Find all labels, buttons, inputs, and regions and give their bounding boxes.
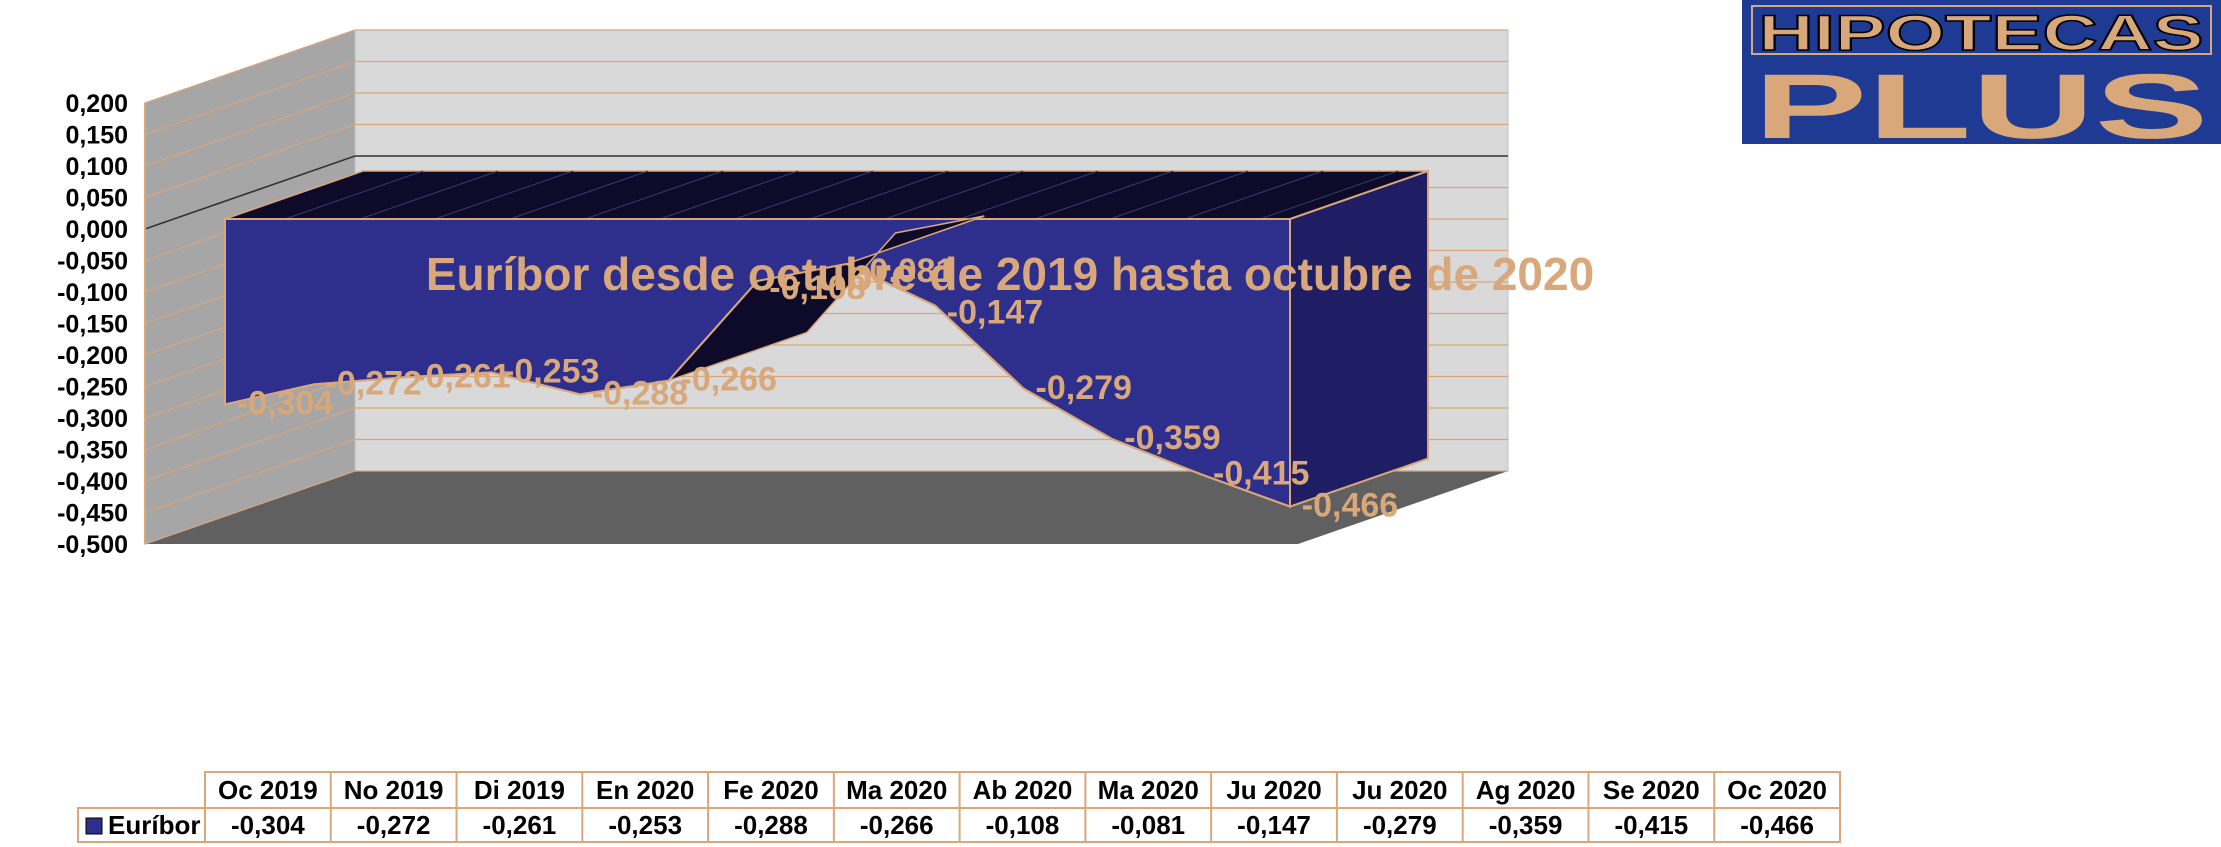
data-label: -0,108 xyxy=(769,269,865,307)
data-table: Oc 2019 No 2019 Di 2019 En 2020 Fe 2020 Ma 20… xyxy=(77,771,1841,843)
hatch-line xyxy=(884,170,1024,220)
y-tick-label: -0,150 xyxy=(57,311,128,339)
table-value: -0,359 xyxy=(1489,810,1563,840)
logo-line1: HIPOTECAS xyxy=(1759,5,2204,61)
table-value: -0,261 xyxy=(483,810,557,840)
hatch-line xyxy=(584,170,724,220)
category-label: No 2019 xyxy=(344,775,444,805)
table-value: -0,415 xyxy=(1614,810,1688,840)
category-label: Oc 2020 xyxy=(1727,775,1827,805)
hatch-line xyxy=(1184,170,1324,220)
y-tick-label: -0,300 xyxy=(57,405,128,433)
y-tick-label: -0,250 xyxy=(57,374,128,402)
area-top-face xyxy=(224,170,1429,220)
gridline xyxy=(144,92,1508,167)
table-value: -0,304 xyxy=(231,810,305,840)
gridline xyxy=(144,29,1508,104)
data-label: -0,304 xyxy=(237,385,333,423)
hatch-line xyxy=(359,170,499,220)
table-value: -0,272 xyxy=(357,810,431,840)
data-label: -0,466 xyxy=(1302,487,1398,525)
table-value: -0,147 xyxy=(1237,810,1311,840)
table-value: -0,266 xyxy=(860,810,934,840)
data-label: -0,279 xyxy=(1036,369,1132,407)
hatch-line xyxy=(284,170,424,220)
hatch-line xyxy=(1034,170,1174,220)
data-label: -0,147 xyxy=(947,294,1043,332)
category-label: En 2020 xyxy=(596,775,694,805)
data-label: -0,081 xyxy=(858,252,954,290)
category-label: Ag 2020 xyxy=(1476,775,1576,805)
y-tick-label: -0,400 xyxy=(57,468,128,496)
legend-swatch xyxy=(85,817,103,835)
y-tick-label: -0,200 xyxy=(57,342,128,370)
table-value: -0,288 xyxy=(734,810,808,840)
data-labels: -0,304-0,272-0,261-0,253-0,288-0,266 -0,1… xyxy=(237,252,1398,525)
gridline xyxy=(144,123,1508,199)
category-label: Ma 2020 xyxy=(1098,775,1199,805)
table-value: -0,466 xyxy=(1740,810,1814,840)
area-side-face xyxy=(1289,169,1429,509)
y-tick-label: -0,350 xyxy=(57,437,128,465)
y-tick-label: -0,450 xyxy=(57,500,128,528)
table-value: -0,108 xyxy=(986,810,1060,840)
table-value: -0,081 xyxy=(1111,810,1185,840)
y-tick-label: -0,050 xyxy=(57,248,128,276)
category-label: Oc 2019 xyxy=(218,775,318,805)
category-label: Ju 2020 xyxy=(1226,775,1321,805)
hatch-line xyxy=(659,170,799,220)
hatch-line xyxy=(809,170,949,220)
euribor-series xyxy=(224,169,1429,509)
category-label: Se 2020 xyxy=(1603,775,1700,805)
category-label: Di 2019 xyxy=(474,775,565,805)
gridline xyxy=(144,470,1508,545)
hatch-line xyxy=(509,170,649,220)
data-label: -0,261 xyxy=(414,357,510,395)
area-outline xyxy=(224,262,1291,508)
table-value: -0,279 xyxy=(1363,810,1437,840)
y-axis-labels: 0,200 0,150 0,100 0,050 0,000 -0,050 -0,100 -0,… xyxy=(57,90,128,559)
zero-line xyxy=(144,155,1508,230)
hatch-line xyxy=(959,170,1099,220)
category-label: Ma 2020 xyxy=(846,775,947,805)
y-tick-label: 0,100 xyxy=(65,153,128,181)
hatch-line xyxy=(734,170,874,220)
data-label: -0,266 xyxy=(681,361,777,399)
y-tick-label: 0,000 xyxy=(65,216,128,244)
area-top-hatching xyxy=(284,170,1399,220)
category-label: Ju 2020 xyxy=(1352,775,1447,805)
chart-title: Euríbor desde octubre de 2019 hasta octu… xyxy=(426,248,1594,300)
gridline xyxy=(144,60,1508,136)
logo-background xyxy=(1742,0,2221,144)
hatch-line xyxy=(434,170,574,220)
hatch-line xyxy=(1109,170,1249,220)
floor xyxy=(145,471,1508,544)
data-label: -0,415 xyxy=(1213,454,1309,492)
category-label: Fe 2020 xyxy=(723,775,818,805)
y-tick-label: 0,050 xyxy=(65,185,128,213)
data-label: -0,359 xyxy=(1124,419,1220,457)
y-tick-label: -0,500 xyxy=(57,531,128,559)
logo-line2: PLUS xyxy=(1754,56,2209,158)
y-tick-label: 0,150 xyxy=(65,122,128,150)
data-label: -0,272 xyxy=(326,364,422,402)
legend-label: Euríbor xyxy=(108,810,200,840)
data-label: -0,288 xyxy=(592,374,688,412)
y-tick-label: 0,200 xyxy=(65,90,128,118)
y-tick-label: -0,100 xyxy=(57,279,128,307)
data-label: -0,253 xyxy=(503,352,599,390)
hatch-line xyxy=(1259,170,1399,220)
table-value: -0,253 xyxy=(608,810,682,840)
logo-frame xyxy=(1751,5,2212,55)
category-label: Ab 2020 xyxy=(973,775,1073,805)
